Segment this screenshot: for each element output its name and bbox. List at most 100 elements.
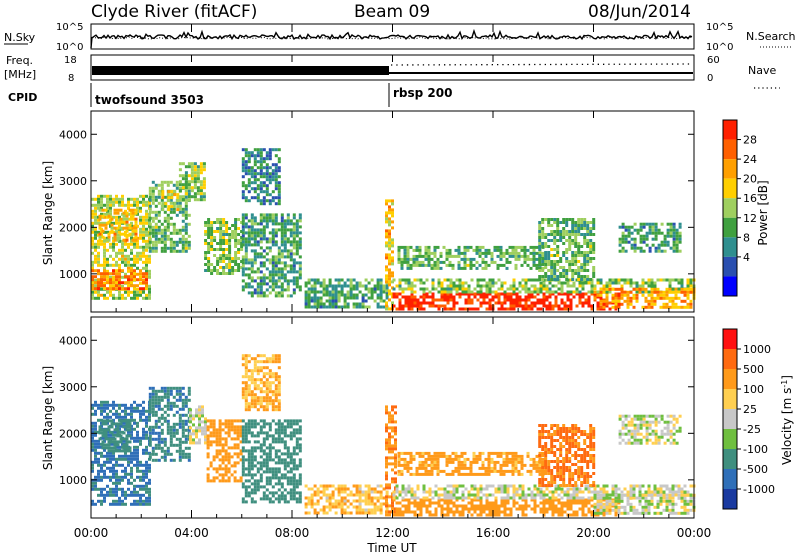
velocity-cell-7 [322,493,326,497]
power-cell-11 [473,295,477,299]
velocity-cell-0 [136,490,139,494]
power-cell-0 [139,194,142,198]
power-cell-12 [467,290,471,294]
velocity-cell-6 [265,360,269,364]
power-cell-3 [151,210,155,214]
power-cell-0 [136,245,139,249]
power-cell-11 [602,307,606,311]
power-cell-12 [524,284,528,288]
velocity-cell-3 [198,417,201,421]
power-cell-6 [228,245,232,248]
power-cell-3 [160,246,164,250]
power-cell-7 [241,213,245,217]
power-cell-13 [451,266,455,270]
velocity-cell-3 [204,426,207,430]
power-cell-8 [250,154,254,158]
velocity-cell-6 [277,387,281,391]
velocity-cell-2 [184,398,188,402]
velocity-cell-7 [328,484,332,488]
velocity-cell-0 [124,502,127,506]
power-cell-2 [101,214,105,218]
power-cell-7 [298,264,302,268]
velocity-cell-0 [121,469,124,473]
velocity-cell-5 [262,461,266,465]
power-cell-16 [633,249,637,253]
power-cell-11 [560,298,564,302]
velocity-cell-0 [124,466,127,470]
power-cell-3 [148,210,152,214]
power-cell-13 [448,248,452,252]
velocity-cell-5 [292,491,296,495]
power-cell-6 [216,257,220,260]
power-cell-14 [577,245,581,248]
power-cell-9 [379,290,383,294]
power-cell-12 [551,290,555,294]
power-cell-13 [490,257,494,261]
power-cell-14 [571,218,575,221]
velocity-cell-6 [244,357,248,361]
power-cell-8 [265,154,269,158]
power-cell-5 [202,162,206,166]
velocity-cell-5 [271,440,275,444]
power-cell-2 [119,226,123,230]
velocity-cell-7 [328,499,332,503]
power-cell-7 [259,279,263,283]
power-cell-3 [163,249,167,253]
power-cell-4 [161,202,165,206]
velocity-cell-2 [184,413,188,417]
power-cell-13 [433,254,437,258]
power-cell-15 [680,287,684,291]
power-cell-12 [641,290,645,294]
velocity-cell-5 [247,464,251,468]
power-cell-6 [213,254,217,257]
power-cell-6 [219,230,223,233]
velocity-cell-7 [307,502,311,506]
velocity-cell-2 [163,389,167,393]
velocity-cell-5 [289,431,293,435]
power-cell-3 [178,249,182,253]
velocity-cell-0 [97,457,100,461]
power-cell-3 [157,228,161,232]
power-cell-1 [97,287,100,291]
power-cell-13 [538,266,542,270]
power-cell-12 [446,284,450,288]
power-cell-7 [283,240,287,244]
power-cell-14 [553,248,557,251]
power-cell-8 [259,202,263,206]
velocity-cell-6 [256,387,260,391]
power-cell-0 [142,227,145,231]
velocity-cell-5 [265,494,269,498]
power-cell-9 [367,287,371,291]
velocity-cell-5 [289,479,293,483]
power-cell-14 [583,242,587,245]
power-cell-11 [413,304,417,308]
power-cell-7 [265,246,269,250]
power-cell-12 [626,281,630,285]
power-cell-13 [439,254,443,258]
velocity-cell-1 [101,434,105,438]
power-cell-11 [515,298,519,302]
power-cell-3 [154,213,158,217]
velocity-cell-2 [151,446,155,450]
power-cell-7 [250,270,254,274]
velocity-cell-2 [187,428,191,432]
power-cell-13 [421,263,425,267]
velocity-cell-4 [236,455,240,459]
power-cell-13 [490,260,494,264]
power-cell-8 [247,154,251,158]
power-cell-2 [128,226,132,230]
power-cell-0 [118,290,121,294]
power-cell-12 [599,287,603,291]
power-cell-13 [400,257,404,261]
power-cell-9 [319,296,323,300]
power-cell-8 [256,151,260,155]
power-cell-7 [289,240,293,244]
velocity-cell-1 [122,446,126,450]
velocity-cell-7 [304,502,308,506]
power-cell-0 [136,290,139,294]
velocity-cell-4 [236,443,240,447]
power-cell-16 [663,237,667,241]
velocity-cell-3 [192,417,195,421]
velocity-cell-5 [253,455,257,459]
velocity-cell-2 [169,452,173,456]
